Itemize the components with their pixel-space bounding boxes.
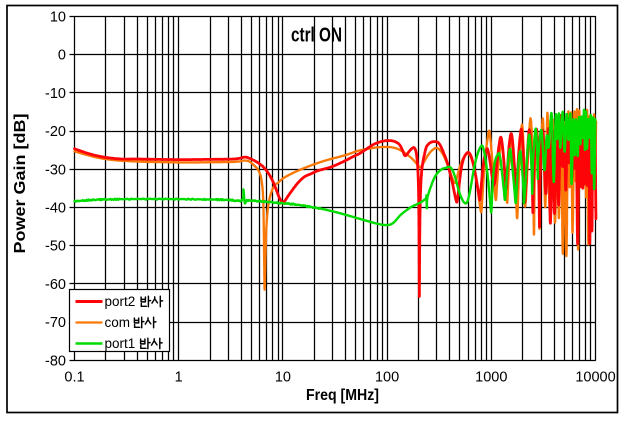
svg-text:10: 10 — [50, 10, 66, 26]
svg-text:Freq [MHz]: Freq [MHz] — [306, 387, 379, 404]
svg-text:-40: -40 — [45, 201, 66, 217]
svg-text:1000: 1000 — [475, 370, 507, 386]
svg-text:ctrl ON: ctrl ON — [291, 25, 342, 47]
svg-text:0.1: 0.1 — [64, 370, 84, 386]
svg-text:-80: -80 — [45, 353, 66, 369]
svg-text:-30: -30 — [45, 162, 66, 178]
svg-text:-20: -20 — [45, 124, 66, 140]
svg-text:Power Gain [dB]: Power Gain [dB] — [12, 114, 29, 254]
svg-text:0: 0 — [58, 48, 66, 64]
svg-text:port1: port1 — [105, 336, 136, 351]
svg-text:1: 1 — [175, 370, 183, 386]
svg-text:10: 10 — [275, 370, 291, 386]
svg-text:100: 100 — [375, 370, 399, 386]
svg-text:port2: port2 — [105, 294, 136, 309]
svg-text:-50: -50 — [45, 239, 66, 255]
svg-text:com: com — [105, 315, 131, 330]
svg-text:-70: -70 — [45, 315, 66, 331]
svg-text:-60: -60 — [45, 277, 66, 293]
svg-text:10000: 10000 — [575, 370, 615, 386]
svg-text:-10: -10 — [45, 86, 66, 102]
